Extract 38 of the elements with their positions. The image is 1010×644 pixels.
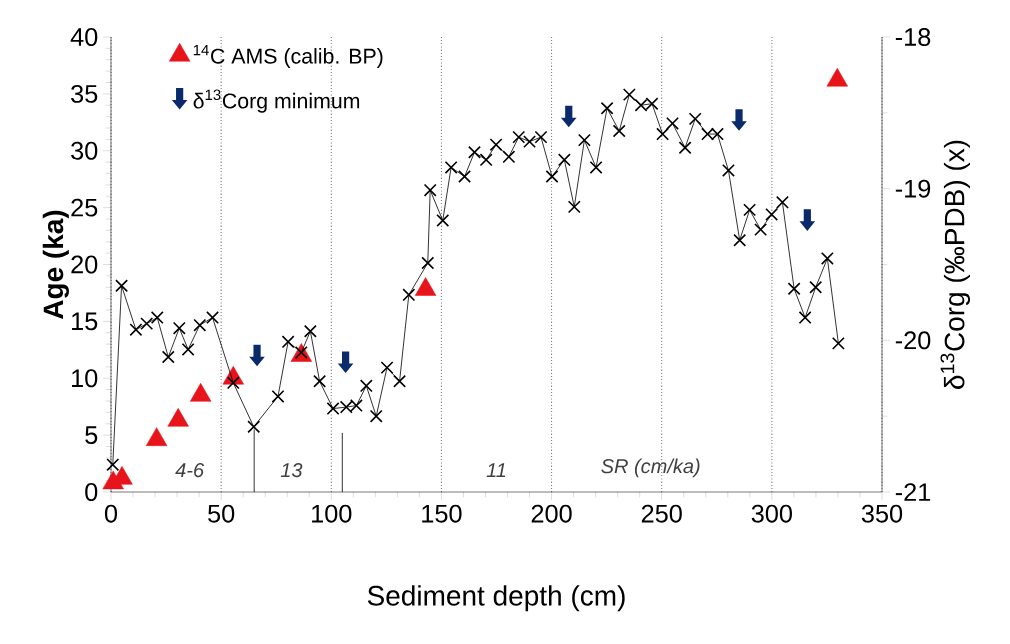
point: [414, 277, 437, 296]
y2-tick-label: -20: [895, 331, 931, 350]
legend-label: $^{14}$C AMS (calib. BP): [193, 44, 383, 68]
annotation: 13: [280, 463, 303, 478]
y-tick-label: 20: [71, 255, 98, 274]
annotation: 11: [486, 463, 506, 478]
x-tick-label: 150: [422, 504, 462, 523]
x-tick-label: 350: [861, 504, 903, 523]
point: [167, 408, 189, 427]
x-tick-label: 300: [751, 504, 792, 523]
x-tick-label: 250: [641, 504, 682, 523]
y-tick-label: 25: [71, 198, 98, 217]
y-tick-label: 10: [72, 369, 98, 388]
y-tick-label: 40: [70, 28, 98, 46]
legend-label: δ$^{13}$Corg minimum: [193, 89, 360, 113]
x-tick-label: 200: [531, 504, 572, 523]
y-tick-label: 30: [71, 141, 98, 160]
point: [731, 109, 747, 131]
y2-tick-label: -19: [895, 179, 931, 198]
y-tick-label: 0: [85, 483, 98, 501]
x-tick-label: 50: [208, 504, 235, 523]
x-tick-label: 100: [312, 504, 352, 523]
y-tick-label: 5: [85, 426, 98, 444]
y2-tick-label: -18: [895, 28, 931, 46]
x-tick-label: 0: [104, 504, 118, 523]
annotation: SR (cm/ka): [601, 458, 700, 478]
y-tick-label: 15: [72, 312, 98, 331]
x-axis-title: Sediment depth (cm): [367, 585, 625, 612]
point: [190, 383, 212, 402]
y-tick-label: 35: [71, 84, 98, 103]
y-axis-title: Age (ka): [42, 210, 69, 320]
point: [799, 209, 816, 231]
y2-axis-title: δ$^{13}$Corg (‰PDB) (x): [940, 140, 971, 389]
point: [337, 351, 354, 374]
point: [145, 427, 168, 446]
y2-tick-label: -21: [895, 483, 931, 501]
point: [560, 105, 577, 128]
annotation: 4-6: [175, 463, 205, 478]
